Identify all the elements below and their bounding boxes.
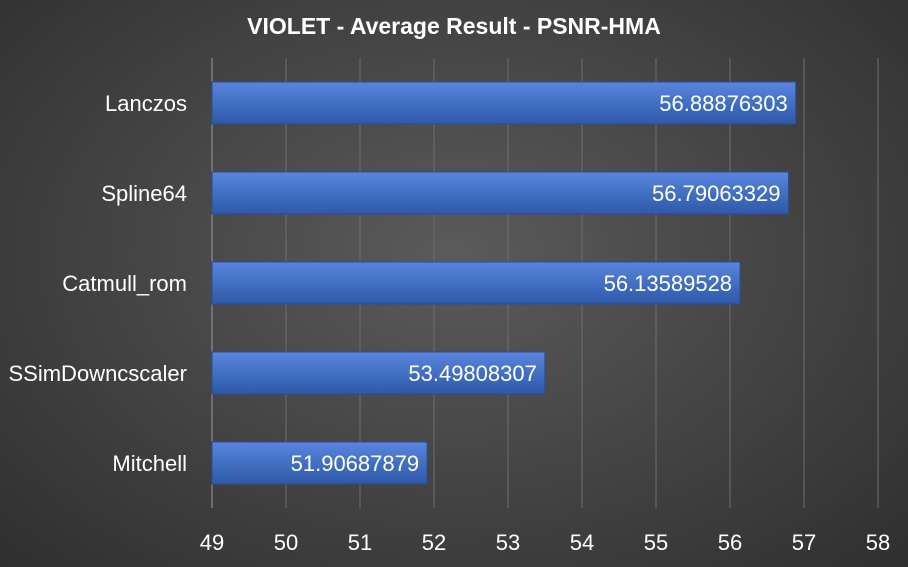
data-label: 53.49808307 [408,361,536,386]
bar [211,81,797,125]
data-label: 51.90687879 [291,451,419,476]
x-tick-label: 52 [422,530,446,555]
x-tick-label: 58 [866,530,890,555]
x-tick-label: 55 [644,530,668,555]
x-tick-label: 56 [718,530,742,555]
label-layer: 49 50 51 52 53 54 55 56 57 58 Lanczos 56.88876303 Sp… [9,91,891,555]
data-label: 56.88876303 [659,91,787,116]
x-tick-label: 51 [348,530,372,555]
data-label: 56.13589528 [604,271,732,296]
x-tick-label: 49 [200,530,224,555]
bar-layer [211,81,797,485]
x-tick-label: 50 [274,530,298,555]
x-tick-label: 53 [496,530,520,555]
category-label: Catmull_rom [62,271,187,296]
category-label: SSimDowncscaler [9,361,188,386]
category-label: Mitchell [112,451,187,476]
x-tick-label: 54 [570,530,594,555]
chart-title: VIOLET - Average Result - PSNR-HMA [247,13,661,39]
bar [211,441,428,485]
category-label: Spline64 [101,181,187,206]
bar [211,351,546,395]
bar [211,261,741,305]
bar [211,171,790,215]
x-tick-label: 57 [792,530,816,555]
data-label: 56.79063329 [652,181,780,206]
category-label: Lanczos [105,91,187,116]
